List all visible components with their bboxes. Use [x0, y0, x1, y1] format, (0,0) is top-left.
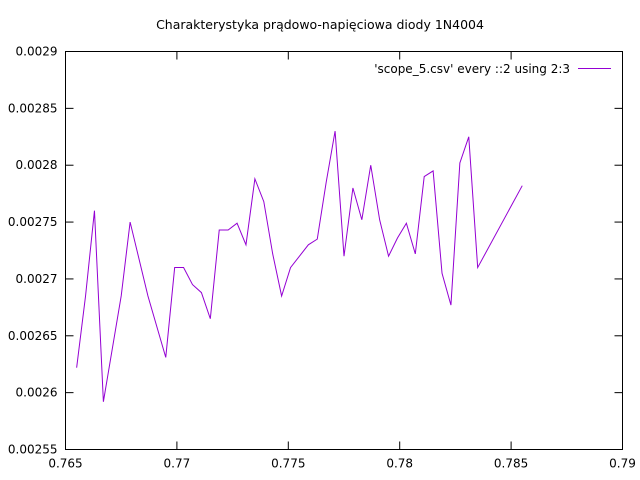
y-tick-label: 0.0028	[16, 158, 58, 172]
x-tick-label: 0.775	[271, 457, 305, 471]
x-tick-label: 0.765	[48, 457, 82, 471]
x-tick-label: 0.785	[494, 457, 528, 471]
y-axis: 0.00255 0.0026 0.00265 0.0027 0.00275 0.0028 0…	[8, 45, 623, 457]
legend: 'scope_5.csv' every ::2 using 2:3	[374, 62, 611, 76]
x-tick-label: 0.77	[164, 457, 191, 471]
y-tick-label: 0.00285	[8, 101, 58, 115]
series-layer	[76, 131, 523, 402]
y-tick-label: 0.0029	[16, 45, 58, 59]
x-tick-label: 0.78	[386, 457, 413, 471]
plot-area-frame	[65, 51, 623, 450]
series-line	[76, 131, 523, 402]
y-tick-label: 0.0027	[16, 272, 58, 286]
y-tick-label: 0.00265	[8, 329, 58, 343]
y-tick-label: 0.00255	[8, 443, 58, 457]
x-axis: 0.765 0.77 0.775 0.78 0.785 0.79	[48, 51, 636, 471]
y-tick-label: 0.00275	[8, 215, 58, 229]
legend-label: 'scope_5.csv' every ::2 using 2:3	[374, 62, 570, 76]
chart-title: Charakterystyka prądowo-napięciowa diody…	[156, 17, 484, 32]
x-tick-label: 0.79	[609, 457, 636, 471]
y-tick-label: 0.0026	[16, 386, 58, 400]
